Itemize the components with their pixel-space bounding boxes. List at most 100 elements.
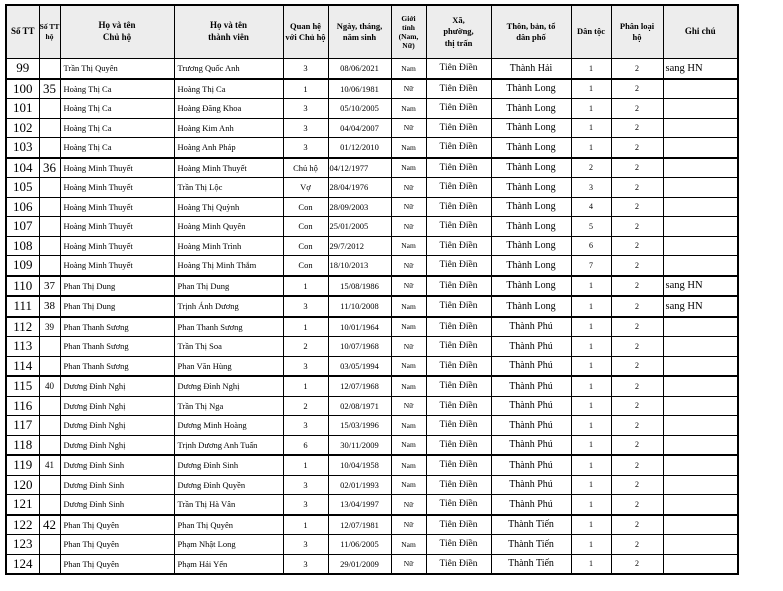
cell-dan-toc: 7 [570, 255, 612, 276]
column-header-gioi-tinh: Giới tính (Nam, Nữ) [390, 4, 427, 59]
cell-stt: 122 [5, 513, 40, 535]
cell-thanh-vien: Hoàng Thị Ca [173, 77, 284, 99]
cell-xa: Tiên Điền [425, 534, 492, 555]
cell-ghi-chu [662, 98, 739, 119]
table-row: 119 41 Dương Đình Sinh Dương Đình Sinh 1 10/0… [5, 454, 739, 476]
cell-gioi-tinh: Nam [390, 454, 427, 476]
table-row: 124 Phan Thị Quyên Phạm Hải Yến 3 29/01/2009… [5, 553, 739, 575]
cell-xa: Tiên Điền [425, 375, 492, 397]
cell-thanh-vien: Trần Thị Soa [173, 336, 284, 357]
cell-thanh-vien: Trịnh Ánh Dương [173, 295, 284, 317]
cell-ngay-sinh: 15/03/1996 [327, 415, 392, 436]
cell-dan-toc: 3 [570, 177, 612, 198]
table-row: 99 Trần Thị Quyên Trương Quốc Anh 3 08/06/20… [5, 58, 739, 79]
cell-stt: 99 [5, 58, 40, 79]
cell-xa: Tiên Điền [425, 137, 492, 158]
cell-thanh-vien: Trần Thị Hà Vân [173, 494, 284, 515]
column-header-phan-loai: Phân loại hộ [610, 4, 664, 59]
cell-thanh-vien: Dương Đình Sinh [173, 454, 284, 476]
cell-thon: Thành Phú [490, 355, 572, 377]
cell-xa: Tiên Điền [425, 315, 492, 337]
cell-thanh-vien: Dương Đình Quyền [173, 474, 284, 495]
cell-thon: Thành Phú [490, 434, 572, 456]
cell-thanh-vien: Trịnh Dương Anh Tuấn [173, 434, 284, 456]
cell-stt-ho [38, 137, 61, 158]
cell-dan-toc: 5 [570, 216, 612, 237]
cell-phan-loai: 2 [610, 117, 664, 138]
cell-thanh-vien: Trần Thị Nga [173, 395, 284, 416]
cell-thanh-vien: Trương Quốc Anh [173, 58, 284, 79]
cell-stt-ho [38, 58, 61, 79]
cell-stt: 101 [5, 98, 40, 119]
cell-stt: 108 [5, 235, 40, 256]
cell-thanh-vien: Phan Thanh Sương [173, 315, 284, 337]
cell-chu-ho: Dương Đình Nghị [59, 395, 175, 416]
cell-dan-toc: 1 [570, 315, 612, 337]
cell-chu-ho: Hoàng Minh Thuyết [59, 255, 175, 276]
table-row: 111 38 Phan Thị Dung Trịnh Ánh Dương 3 11/10/… [5, 295, 739, 317]
cell-chu-ho: Hoàng Minh Thuyết [59, 196, 175, 217]
cell-ghi-chu [662, 553, 739, 575]
cell-xa: Tiên Điền [425, 513, 492, 535]
cell-stt: 116 [5, 395, 40, 416]
cell-stt-ho: 42 [38, 513, 61, 535]
cell-phan-loai: 2 [610, 375, 664, 397]
cell-chu-ho: Dương Đình Nghị [59, 415, 175, 436]
cell-ngay-sinh: 04/04/2007 [327, 117, 392, 138]
cell-ngay-sinh: 25/01/2005 [327, 216, 392, 237]
table-row: 121 Dương Đình Sinh Trần Thị Hà Vân 3 13/04/… [5, 494, 739, 515]
cell-gioi-tinh: Nữ [390, 553, 427, 575]
cell-quan-he: Con [282, 235, 329, 256]
cell-stt-ho [38, 255, 61, 276]
cell-phan-loai: 2 [610, 415, 664, 436]
cell-stt: 114 [5, 355, 40, 377]
cell-ngay-sinh: 10/07/1968 [327, 336, 392, 357]
cell-xa: Tiên Điền [425, 336, 492, 357]
cell-dan-toc: 1 [570, 274, 612, 297]
cell-ngay-sinh: 29/01/2009 [327, 553, 392, 575]
cell-quan-he: 3 [282, 98, 329, 119]
cell-ngay-sinh: 11/06/2005 [327, 534, 392, 555]
cell-quan-he: 3 [282, 137, 329, 158]
cell-gioi-tinh: Nam [390, 98, 427, 119]
cell-stt: 104 [5, 156, 40, 178]
table-row: 115 40 Dương Đình Nghị Dương Đình Nghị 1 12/0… [5, 375, 739, 397]
cell-stt-ho [38, 235, 61, 256]
cell-stt: 110 [5, 274, 40, 297]
cell-stt: 123 [5, 534, 40, 555]
cell-ngay-sinh: 10/01/1964 [327, 315, 392, 337]
cell-quan-he: Con [282, 216, 329, 237]
cell-phan-loai: 2 [610, 474, 664, 495]
cell-ngay-sinh: 28/04/1976 [327, 177, 392, 198]
cell-ngay-sinh: 28/09/2003 [327, 196, 392, 217]
cell-xa: Tiên Điền [425, 415, 492, 436]
cell-ghi-chu [662, 355, 739, 377]
cell-thon: Thành Hải [490, 58, 572, 79]
cell-ghi-chu [662, 513, 739, 535]
cell-stt-ho [38, 474, 61, 495]
table-row: 108 Hoàng Minh Thuyết Hoàng Minh Trình Con 2… [5, 235, 739, 256]
column-header-stt: Số TT [5, 4, 40, 59]
cell-thon: Thành Phú [490, 454, 572, 476]
cell-xa: Tiên Điền [425, 216, 492, 237]
cell-phan-loai: 2 [610, 98, 664, 119]
cell-thon: Thành Tiến [490, 513, 572, 535]
cell-quan-he: 3 [282, 415, 329, 436]
cell-dan-toc: 1 [570, 434, 612, 456]
cell-xa: Tiên Điền [425, 156, 492, 178]
cell-ghi-chu [662, 216, 739, 237]
table-row: 122 42 Phan Thị Quyên Phan Thị Quyên 1 12/07/… [5, 513, 739, 535]
cell-chu-ho: Trần Thị Quyên [59, 58, 175, 79]
cell-stt-ho [38, 336, 61, 357]
table-header: Số TT Số TT hộ Họ và tên Chủ hộ Họ và tên t… [5, 4, 739, 59]
cell-dan-toc: 1 [570, 117, 612, 138]
cell-xa: Tiên Điền [425, 235, 492, 256]
cell-thon: Thành Long [490, 274, 572, 297]
cell-chu-ho: Dương Đình Sinh [59, 474, 175, 495]
cell-stt: 118 [5, 434, 40, 456]
cell-ngay-sinh: 11/10/2008 [327, 295, 392, 317]
cell-phan-loai: 2 [610, 395, 664, 416]
cell-thanh-vien: Hoàng Kim Anh [173, 117, 284, 138]
cell-ngay-sinh: 10/04/1958 [327, 454, 392, 476]
cell-quan-he: Vợ [282, 177, 329, 198]
